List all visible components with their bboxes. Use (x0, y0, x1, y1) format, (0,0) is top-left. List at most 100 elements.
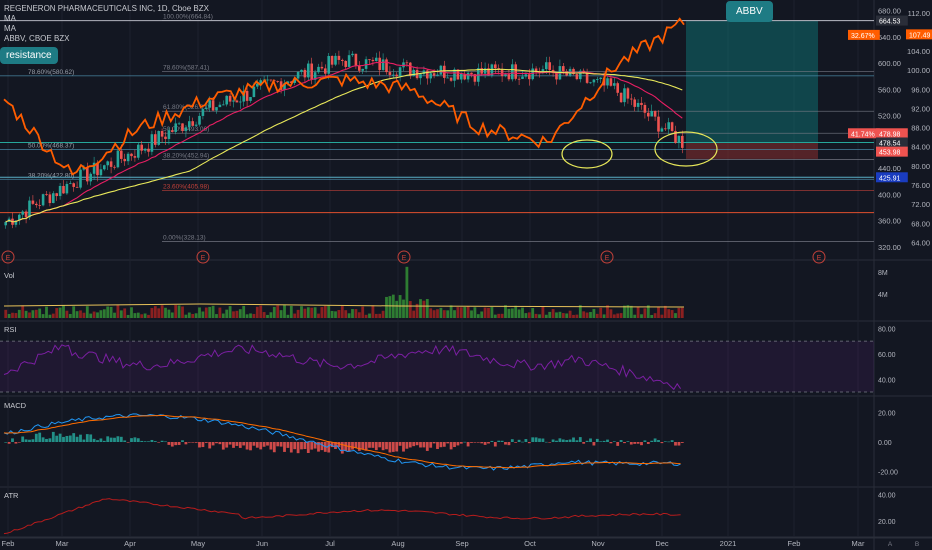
volume-bar (218, 307, 222, 318)
macd-histogram-bar (269, 442, 273, 450)
volume-bar (378, 313, 382, 318)
macd-histogram-bar (255, 442, 259, 448)
candle (334, 55, 337, 65)
candle (337, 55, 341, 60)
candle (378, 57, 381, 70)
macd-histogram-bar (147, 441, 150, 442)
candle (300, 69, 303, 72)
volume-bar (51, 313, 55, 318)
macd-histogram-bar (660, 442, 664, 444)
macd-histogram-bar (62, 436, 65, 442)
macd-histogram-bar (402, 442, 405, 452)
volume-bar (368, 313, 371, 318)
volume-bar (266, 314, 269, 318)
price-tag (876, 128, 908, 139)
volume-bar (215, 314, 218, 318)
macd-histogram-bar (65, 435, 69, 442)
volume-bar (653, 313, 657, 318)
volume-bar (221, 313, 225, 318)
volume-bar (490, 307, 494, 318)
volume-bar (334, 311, 337, 318)
candle (664, 128, 667, 130)
macd-histogram-bar (228, 442, 232, 445)
volume-bar (524, 313, 528, 318)
time-axis-label: Dec (655, 539, 669, 548)
macd-histogram-bar (680, 442, 684, 443)
left-axis-tick: 360.00 (878, 217, 901, 226)
macd-histogram-bar (7, 442, 11, 444)
candle (470, 72, 473, 75)
volume-bar (65, 310, 69, 318)
volume-bar (300, 306, 303, 318)
macd-histogram-bar (116, 436, 120, 442)
volume-bar (204, 307, 208, 318)
volume-bar (21, 305, 25, 318)
fib-label: 38.20%(452.94) (163, 153, 209, 160)
volume-ma (3, 303, 685, 308)
candle (466, 72, 470, 80)
macd-histogram-bar (204, 442, 208, 443)
volume-bar (657, 307, 660, 318)
candle (140, 144, 143, 151)
right-axis-tick: 76.00 (911, 181, 930, 190)
candle (358, 65, 361, 71)
volume-bar (456, 307, 460, 318)
volume-bar (453, 310, 456, 318)
time-axis-label: Apr (124, 539, 136, 548)
macd-histogram-bar (555, 440, 558, 442)
volume-bar (150, 308, 154, 318)
macd-histogram-bar (4, 442, 8, 443)
volume-bar (184, 314, 188, 318)
candle (443, 65, 446, 78)
macd-histogram-bar (538, 438, 541, 442)
macd-histogram-bar (633, 442, 637, 444)
candle (412, 69, 415, 76)
ma2-legend[interactable]: MA (4, 24, 16, 33)
price-tag (906, 29, 932, 40)
candle (636, 102, 640, 107)
candle (419, 74, 422, 79)
candle (137, 144, 140, 158)
volume-bar (262, 312, 266, 318)
volume-bar (255, 306, 259, 318)
macd-histogram-bar (405, 442, 409, 449)
macd-histogram-bar (344, 442, 348, 451)
candle (177, 123, 181, 125)
compare-legend[interactable]: ABBV, CBOE BZX (4, 34, 70, 43)
fib-label: 61.80%(526.61) (163, 104, 209, 111)
candle (14, 220, 18, 225)
volume-bar (616, 313, 620, 318)
stop-zone (686, 142, 818, 159)
macd-histogram-bar (667, 441, 671, 443)
macd-histogram-bar (167, 442, 171, 445)
right-axis-tick: 88.00 (911, 124, 930, 133)
volume-bar (269, 312, 273, 318)
time-axis-label: Feb (788, 539, 801, 548)
candle (548, 62, 551, 70)
candle (361, 68, 364, 71)
volume-bar (385, 296, 388, 318)
candle (79, 169, 82, 188)
macd-histogram-bar (201, 442, 205, 448)
candle (521, 76, 524, 79)
macd-histogram-bar (198, 442, 201, 448)
macd-histogram-bar (504, 442, 507, 445)
volume-bar (293, 313, 297, 318)
candle (45, 194, 48, 195)
price-tag-label: 107.49 (909, 32, 931, 39)
volume-bar (415, 303, 419, 318)
ma1-legend[interactable]: MA (4, 14, 16, 23)
candle (660, 128, 664, 132)
candle (208, 100, 211, 108)
volume-bar (259, 305, 263, 318)
macd-histogram-bar (493, 442, 497, 447)
candle (507, 74, 511, 80)
volume-bar (123, 308, 127, 318)
macd-histogram-bar (602, 440, 606, 442)
candle (269, 79, 273, 81)
volume-bar (24, 310, 28, 318)
volume-bar (595, 313, 599, 318)
candle (640, 102, 643, 105)
volume-bar (538, 314, 541, 318)
